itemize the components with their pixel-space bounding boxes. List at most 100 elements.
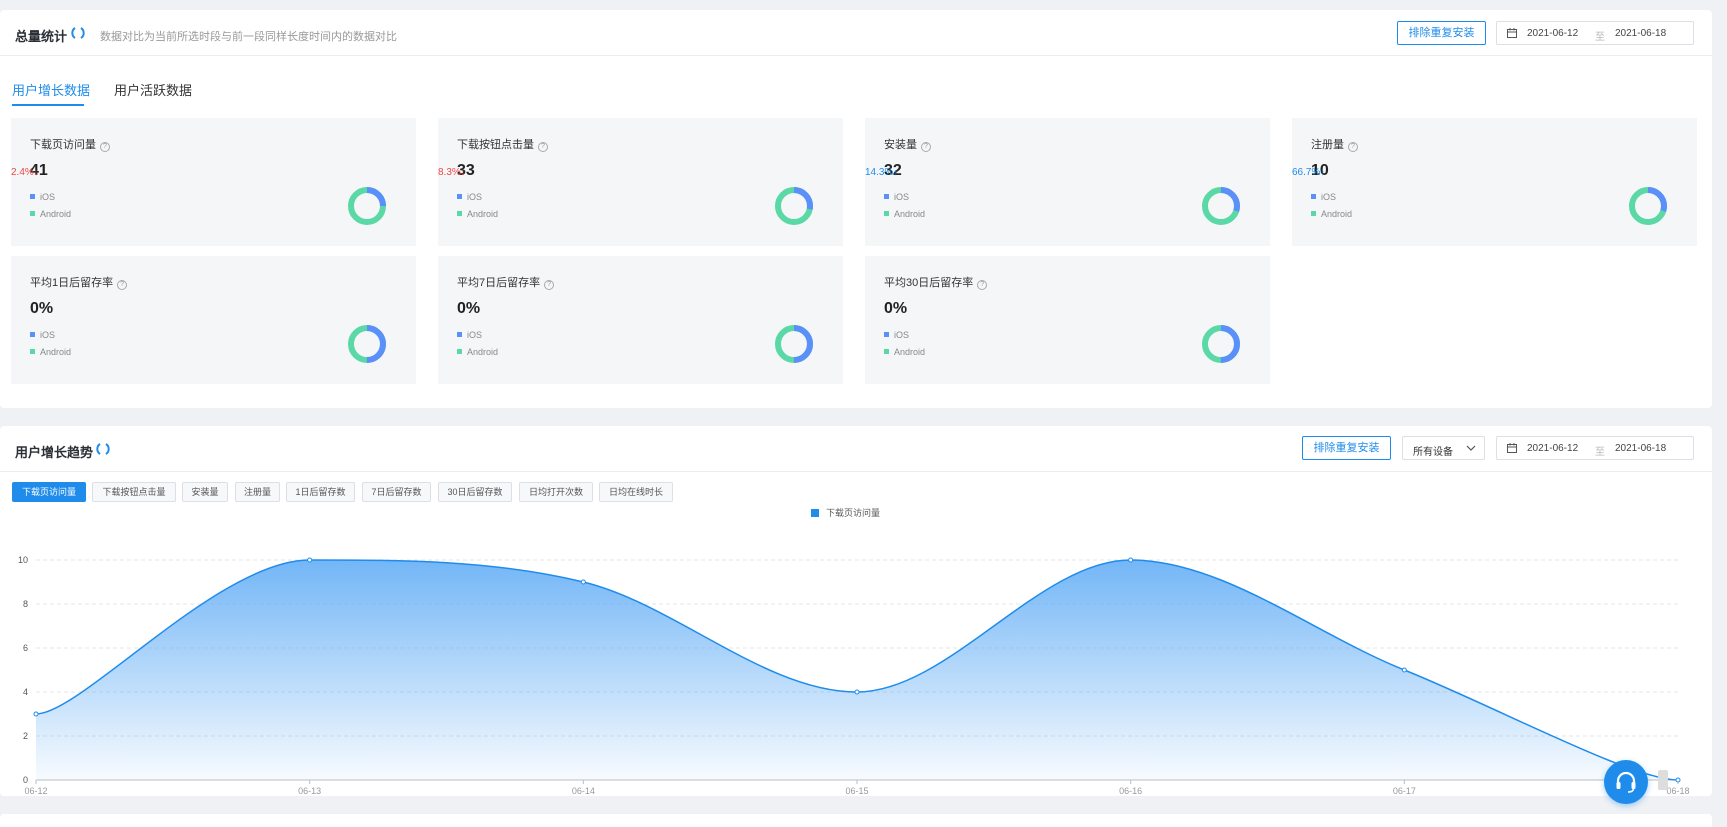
stat-card-title: 安装量? bbox=[884, 136, 931, 152]
data-point[interactable] bbox=[1401, 667, 1407, 673]
stat-card-title-text: 平均30日后留存率 bbox=[884, 277, 974, 289]
stat-card-change: 14.3%↑ bbox=[865, 167, 898, 178]
help-icon[interactable]: ? bbox=[538, 142, 548, 152]
stat-card-value: 41 bbox=[30, 162, 48, 179]
tab-user-activity[interactable]: 用户活跃数据 bbox=[114, 83, 193, 98]
stat-card-title-text: 注册量 bbox=[1311, 139, 1344, 151]
chevron-down-icon bbox=[1466, 445, 1476, 451]
trend-header: 用户增长趋势 排除重复安装 所有设备 2021-06-12 至 2021-06-… bbox=[0, 426, 1712, 472]
date-start: 2021-06-12 bbox=[1527, 28, 1579, 39]
calendar-icon bbox=[1507, 28, 1517, 38]
stat-card-change-value: 66.7% bbox=[1292, 167, 1321, 178]
legend-label: iOS bbox=[1321, 192, 1337, 202]
y-tick-label: 2 bbox=[23, 731, 28, 741]
legend-label: Android bbox=[467, 209, 499, 219]
customer-service-button[interactable] bbox=[1604, 760, 1648, 804]
legend-swatch bbox=[457, 349, 462, 354]
help-icon[interactable]: ? bbox=[977, 280, 988, 290]
trend-chart: 0 2 4 6 8 10 06-12 06-13 06-14 06-15 06-16 06-17 06-… bbox=[18, 555, 1690, 796]
date-range-picker[interactable]: 2021-06-12 至 2021-06-18 bbox=[1496, 436, 1694, 460]
trend-panel: 用户增长趋势 排除重复安装 所有设备 2021-06-12 至 2021-06-… bbox=[0, 426, 1712, 796]
stat-card-title: 下载按钮点击量? bbox=[457, 136, 548, 152]
data-point[interactable] bbox=[307, 557, 313, 563]
y-tick-label: 8 bbox=[23, 599, 28, 609]
stat-card: 平均30日后留存率? 0% iOS Android bbox=[865, 256, 1270, 384]
stat-card: 平均7日后留存率? 0% iOS Android bbox=[438, 256, 843, 384]
help-icon[interactable]: ? bbox=[921, 142, 931, 152]
exclude-duplicate-button[interactable]: 排除重复安装 bbox=[1302, 436, 1391, 460]
help-icon[interactable]: ? bbox=[544, 280, 555, 290]
legend-android: Android bbox=[457, 209, 498, 219]
platform-donut-chart bbox=[348, 187, 386, 225]
date-separator: 至 bbox=[1595, 447, 1605, 458]
data-point[interactable] bbox=[854, 689, 860, 695]
x-tick-label: 06-16 bbox=[1119, 786, 1142, 796]
overview-description: 数据对比为当前所选时段与前一段同样长度时间内的数据对比 bbox=[100, 31, 397, 43]
donut-ios-slice bbox=[348, 325, 386, 363]
metric-button[interactable]: 注册量 bbox=[235, 482, 280, 502]
chart-legend[interactable]: 下载页访问量 bbox=[811, 506, 880, 519]
date-range-picker[interactable]: 2021-06-12 至 2021-06-18 bbox=[1496, 21, 1694, 45]
legend-ios: iOS bbox=[884, 330, 909, 340]
metric-button[interactable]: 日均在线时长 bbox=[599, 482, 673, 502]
exclude-duplicate-button[interactable]: 排除重复安装 bbox=[1397, 21, 1486, 45]
refresh-icon[interactable] bbox=[70, 25, 86, 41]
metric-button[interactable]: 下载页访问量 bbox=[12, 482, 86, 502]
data-point[interactable] bbox=[580, 579, 586, 585]
legend-swatch bbox=[884, 332, 889, 337]
stat-card-title-text: 下载按钮点击量 bbox=[457, 139, 534, 151]
data-point[interactable] bbox=[1675, 777, 1681, 783]
legend-swatch bbox=[884, 194, 889, 199]
legend-android: Android bbox=[884, 347, 925, 357]
help-icon[interactable]: ? bbox=[100, 142, 110, 152]
stat-card-value: 0% bbox=[884, 300, 908, 317]
y-tick-label: 0 bbox=[23, 775, 28, 785]
overview-header: 总量统计 数据对比为当前所选时段与前一段同样长度时间内的数据对比 排除重复安装 … bbox=[0, 10, 1712, 56]
calendar-icon bbox=[1507, 443, 1517, 453]
metric-button[interactable]: 下载按钮点击量 bbox=[92, 482, 176, 502]
legend-android: Android bbox=[457, 347, 498, 357]
metric-button[interactable]: 1日后留存数 bbox=[286, 482, 355, 502]
metric-button[interactable]: 30日后留存数 bbox=[438, 482, 512, 502]
legend-swatch bbox=[457, 194, 462, 199]
legend-swatch bbox=[811, 509, 819, 517]
stat-card-change-value: 14.3% bbox=[865, 167, 894, 178]
legend-swatch bbox=[30, 332, 35, 337]
legend-swatch bbox=[884, 349, 889, 354]
platform-donut-chart bbox=[775, 187, 813, 225]
stat-card-value: 32 bbox=[884, 162, 902, 179]
stat-card-change: 2.4%↓ bbox=[11, 167, 38, 178]
scroll-handle[interactable] bbox=[1658, 770, 1668, 790]
data-point[interactable] bbox=[1128, 557, 1134, 563]
metric-button[interactable]: 日均打开次数 bbox=[519, 482, 593, 502]
legend-swatch bbox=[884, 211, 889, 216]
device-select[interactable]: 所有设备 bbox=[1402, 436, 1485, 460]
date-separator: 至 bbox=[1595, 32, 1605, 43]
stat-card-title: 平均7日后留存率? bbox=[457, 274, 555, 290]
legend-ios: iOS bbox=[457, 192, 482, 202]
help-icon[interactable]: ? bbox=[117, 280, 128, 290]
legend-ios: iOS bbox=[457, 330, 482, 340]
tab-user-growth[interactable]: 用户增长数据 bbox=[12, 83, 91, 98]
legend-swatch bbox=[457, 211, 462, 216]
stat-card: 安装量? 32 14.3%↑ iOS Android bbox=[865, 118, 1270, 246]
metric-button[interactable]: 7日后留存数 bbox=[362, 482, 431, 502]
arrow-up-icon: ↑ bbox=[1320, 167, 1325, 177]
arrow-down-icon: ↓ bbox=[33, 167, 39, 177]
y-tick-label: 10 bbox=[18, 555, 28, 565]
help-icon[interactable]: ? bbox=[1348, 142, 1358, 152]
stat-card-title: 注册量? bbox=[1311, 136, 1358, 152]
platform-donut-chart bbox=[1202, 325, 1240, 363]
refresh-icon[interactable] bbox=[95, 441, 111, 457]
y-tick-label: 6 bbox=[23, 643, 28, 653]
metric-button[interactable]: 安装量 bbox=[182, 482, 228, 502]
stat-card-title-text: 安装量 bbox=[884, 139, 917, 151]
legend-label: iOS bbox=[467, 330, 483, 340]
legend-label: iOS bbox=[894, 192, 910, 202]
donut-ios-slice bbox=[1202, 187, 1240, 225]
data-point[interactable] bbox=[33, 711, 39, 717]
stat-card: 下载页访问量? 41 2.4%↓ iOS Android bbox=[11, 118, 416, 246]
platform-donut-chart bbox=[348, 325, 386, 363]
legend-label: iOS bbox=[40, 330, 56, 340]
overview-title: 总量统计 bbox=[15, 29, 68, 44]
